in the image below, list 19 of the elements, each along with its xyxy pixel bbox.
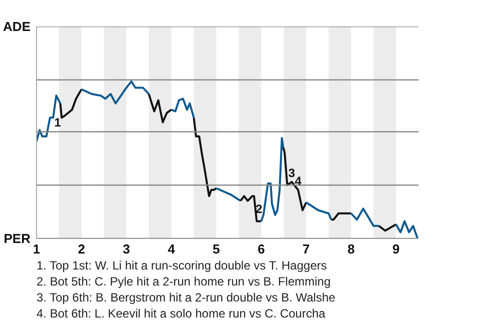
x-tick-label: 9 [392, 242, 400, 256]
annotation: 2 [256, 202, 263, 216]
x-tick-label: 1 [32, 242, 40, 256]
x-tick-label: 4 [168, 242, 176, 256]
x-tick-label: 6 [258, 242, 265, 256]
text: 4. Bot 6th: L. Keevil hit a solo home run vs C. Courcha [36, 306, 326, 320]
x-tick-label: 3 [122, 242, 130, 256]
ref-line-label: PER [4, 231, 32, 246]
x-tick-label: 5 [212, 242, 220, 256]
annotation: 1 [54, 116, 62, 130]
annotation: 3 [288, 166, 296, 180]
annotation: 4 [294, 174, 302, 188]
x-tick-label: 8 [347, 242, 355, 256]
text: 3. Top 6th: B. Bergstrom hit a 2-run double vs B. Walshe [36, 290, 336, 304]
x-tick-label: 7 [302, 242, 310, 256]
ref-line-label: ADE [3, 19, 31, 34]
text: 2. Bot 5th: C. Pyle hit a 2-run home run vs B. Flemming [36, 274, 331, 288]
x-tick-label: 2 [78, 242, 86, 256]
text: 1. Top 1st: W. Li hit a run-scoring double vs T. Haggers [36, 258, 327, 272]
